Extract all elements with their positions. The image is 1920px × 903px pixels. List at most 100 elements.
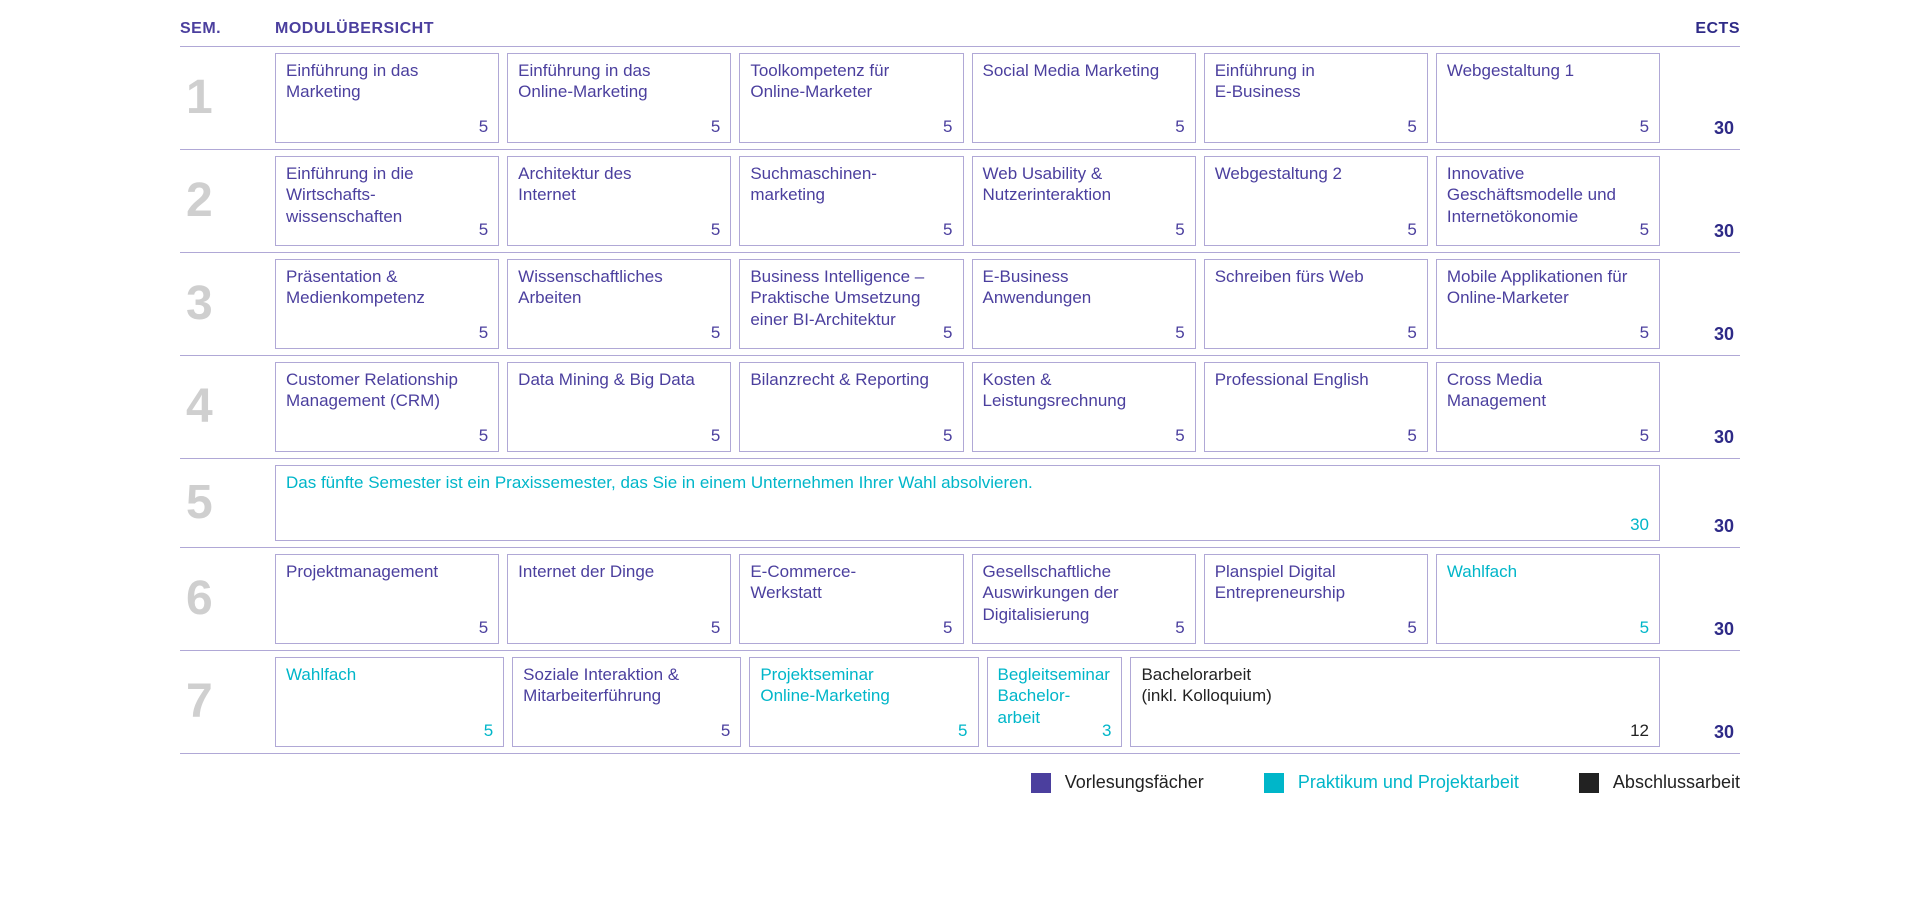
semester-number: 5 xyxy=(186,479,213,527)
semester-row: 5 Das fünfte Semester ist ein Praxissemes… xyxy=(180,458,1740,547)
module: Bachelorarbeit (inkl. Kolloquium)12 xyxy=(1130,657,1660,747)
module-title: Wahlfach xyxy=(1447,561,1649,582)
module-title: Präsentation & Medienkompetenz xyxy=(286,266,488,309)
module: E-Commerce- Werkstatt 5 xyxy=(739,554,963,644)
module-title: Schreiben fürs Web xyxy=(1215,266,1417,287)
module-credits: 5 xyxy=(1407,116,1416,137)
praktikum-module: Das fünfte Semester ist ein Praxissemest… xyxy=(275,465,1660,541)
module-title: Professional English xyxy=(1215,369,1417,390)
module: Wahlfach5 xyxy=(275,657,504,747)
module: Toolkompetenz für Online-Marketer5 xyxy=(739,53,963,143)
module: Internet der Dinge5 xyxy=(507,554,731,644)
module-credits: 5 xyxy=(1175,219,1184,240)
module-title: Wahlfach xyxy=(286,664,493,685)
module: Data Mining & Big Data 5 xyxy=(507,362,731,452)
module-credits: 5 xyxy=(1640,219,1649,240)
module-credits: 5 xyxy=(943,219,952,240)
modules-col: Das fünfte Semester ist ein Praxissemest… xyxy=(275,459,1660,547)
module-title: Einführung in E-Business xyxy=(1215,60,1417,103)
module: Customer Relationship Management (CRM)5 xyxy=(275,362,499,452)
module-credits: 5 xyxy=(711,425,720,446)
module-credits: 5 xyxy=(958,720,967,741)
semester-number: 7 xyxy=(186,678,213,726)
module-title: Webgestaltung 2 xyxy=(1215,163,1417,184)
module-title: Projektmanagement xyxy=(286,561,488,582)
module: Schreiben fürs Web5 xyxy=(1204,259,1428,349)
modules-col: Einführung in die Wirtschafts- wissensch… xyxy=(275,150,1660,252)
module-title: Webgestaltung 1 xyxy=(1447,60,1649,81)
legend-item: Vorlesungsfächer xyxy=(1031,772,1204,793)
module-credits: 5 xyxy=(1407,425,1416,446)
module-title: Data Mining & Big Data xyxy=(518,369,720,390)
legend-swatch xyxy=(1264,773,1284,793)
module-credits: 5 xyxy=(943,425,952,446)
module-credits: 5 xyxy=(479,116,488,137)
module-title: Gesellschaftliche Auswirkungen der Digit… xyxy=(983,561,1185,625)
curriculum-table: SEM. MODULÜBERSICHT ECTS 1Einführung in … xyxy=(180,20,1740,793)
module: Business Intelligence – Praktische Umset… xyxy=(739,259,963,349)
module-credits: 5 xyxy=(943,617,952,638)
module: Architektur des Internet 5 xyxy=(507,156,731,246)
semester-number-col: 6 xyxy=(180,548,275,650)
module-title: Architektur des Internet xyxy=(518,163,720,206)
modules-col: Projektmanagement5Internet der Dinge5E-C… xyxy=(275,548,1660,650)
module-title: Innovative Geschäftsmodelle und Internet… xyxy=(1447,163,1649,227)
semester-number: 2 xyxy=(186,177,213,225)
module-credits: 5 xyxy=(943,322,952,343)
semester-number-col: 7 xyxy=(180,651,275,753)
header-modules: MODULÜBERSICHT xyxy=(275,20,1660,38)
module-title: Cross Media Management xyxy=(1447,369,1649,412)
module: Projektmanagement5 xyxy=(275,554,499,644)
module: Präsentation & Medienkompetenz 5 xyxy=(275,259,499,349)
module: Einführung in E-Business 5 xyxy=(1204,53,1428,143)
praktikum-credits: 30 xyxy=(1630,514,1649,535)
module: Einführung in das Online-Marketing5 xyxy=(507,53,731,143)
module: E-Business Anwendungen5 xyxy=(972,259,1196,349)
legend-label: Praktikum und Projektarbeit xyxy=(1298,772,1519,793)
semester-ects: 30 xyxy=(1660,651,1740,753)
module-title: Kosten & Leistungsrechnung xyxy=(983,369,1185,412)
semester-number-col: 1 xyxy=(180,47,275,149)
semester-ects: 30 xyxy=(1660,253,1740,355)
module-title: E-Commerce- Werkstatt xyxy=(750,561,952,604)
module: Planspiel Digital Entrepreneurship5 xyxy=(1204,554,1428,644)
semester-number-col: 2 xyxy=(180,150,275,252)
semester-row: 1Einführung in das Marketing5Einführung … xyxy=(180,46,1740,149)
module-title: Internet der Dinge xyxy=(518,561,720,582)
semester-number: 1 xyxy=(186,74,213,122)
module-title: Social Media Marketing xyxy=(983,60,1185,81)
legend-swatch xyxy=(1031,773,1051,793)
module-title: Planspiel Digital Entrepreneurship xyxy=(1215,561,1417,604)
legend-item: Praktikum und Projektarbeit xyxy=(1264,772,1519,793)
semester-number-col: 4 xyxy=(180,356,275,458)
module: Webgestaltung 2 5 xyxy=(1204,156,1428,246)
module-credits: 5 xyxy=(479,322,488,343)
module: Suchmaschinen- marketing5 xyxy=(739,156,963,246)
module: Web Usability & Nutzerinteraktion5 xyxy=(972,156,1196,246)
module: Professional English 5 xyxy=(1204,362,1428,452)
module-title: Einführung in das Online-Marketing xyxy=(518,60,720,103)
module: Mobile Applikationen für Online-Marketer… xyxy=(1436,259,1660,349)
header-sem: SEM. xyxy=(180,20,275,38)
module-credits: 5 xyxy=(1640,322,1649,343)
semester-number-col: 5 xyxy=(180,459,275,547)
module: Einführung in die Wirtschafts- wissensch… xyxy=(275,156,499,246)
module: Bilanzrecht & Reporting5 xyxy=(739,362,963,452)
module-title: Customer Relationship Management (CRM) xyxy=(286,369,488,412)
semester-number: 6 xyxy=(186,575,213,623)
module-credits: 5 xyxy=(1640,116,1649,137)
semester-row: 6Projektmanagement5Internet der Dinge5E-… xyxy=(180,547,1740,650)
module: Kosten & Leistungsrechnung5 xyxy=(972,362,1196,452)
semester-ects: 30 xyxy=(1660,459,1740,547)
module-title: Mobile Applikationen für Online-Marketer xyxy=(1447,266,1649,309)
semester-ects: 30 xyxy=(1660,548,1740,650)
module-credits: 5 xyxy=(711,219,720,240)
modules-col: Customer Relationship Management (CRM)5D… xyxy=(275,356,1660,458)
module: Webgestaltung 1 5 xyxy=(1436,53,1660,143)
praktikum-text: Das fünfte Semester ist ein Praxissemest… xyxy=(286,472,1649,493)
module: Projektseminar Online-Marketing5 xyxy=(749,657,978,747)
module-title: Begleitseminar Bachelor- arbeit xyxy=(998,664,1112,728)
module-credits: 5 xyxy=(1175,322,1184,343)
module: Begleitseminar Bachelor- arbeit3 xyxy=(987,657,1123,747)
module-credits: 5 xyxy=(1407,219,1416,240)
